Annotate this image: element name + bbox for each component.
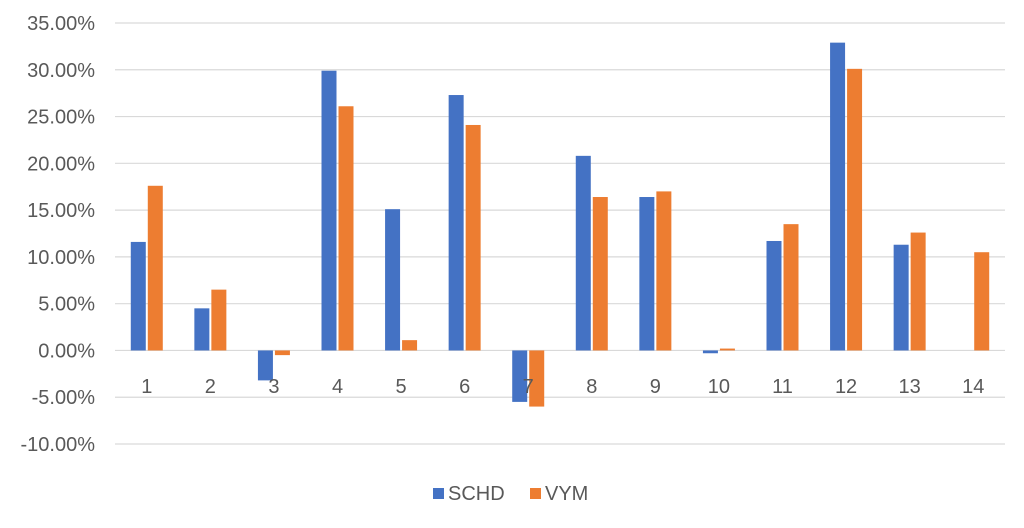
bar-vym-6 <box>465 124 481 351</box>
x-tick-label: 10 <box>708 376 730 398</box>
y-tick-label: -5.00% <box>32 387 96 409</box>
y-tick-label: 0.00% <box>38 340 95 362</box>
bar-schd-12 <box>830 42 846 351</box>
bar-vym-10 <box>719 348 735 351</box>
bar-vym-8 <box>592 197 608 351</box>
y-tick-label: -10.00% <box>21 434 96 456</box>
bar-vym-3 <box>274 350 290 356</box>
bar-vym-7 <box>529 350 545 407</box>
y-tick-label: 5.00% <box>38 294 95 316</box>
bar-schd-2 <box>194 308 210 351</box>
bar-schd-13 <box>893 244 909 351</box>
x-tick-label: 11 <box>772 376 793 398</box>
legend-swatch-vym <box>530 488 541 499</box>
x-tick-label: 7 <box>523 376 534 398</box>
bar-vym-4 <box>338 106 354 351</box>
bar-vym-5 <box>402 340 418 351</box>
y-tick-label: 15.00% <box>27 200 95 222</box>
legend-label-schd: SCHD <box>448 483 505 505</box>
bar-schd-3 <box>257 350 273 381</box>
bars <box>130 42 990 407</box>
legend-label-vym: VYM <box>545 483 588 505</box>
bar-schd-8 <box>575 155 591 351</box>
legend: SCHD VYM <box>433 483 588 505</box>
bar-schd-5 <box>385 209 401 351</box>
x-tick-label: 6 <box>459 376 470 398</box>
bar-schd-6 <box>448 95 464 351</box>
bar-vym-11 <box>783 224 799 351</box>
x-tick-label: 5 <box>396 376 407 398</box>
y-axis-labels: 35.00% 30.00% 25.00% 20.00% 15.00% 10.00% 5.00… <box>21 13 96 456</box>
y-tick-label: 30.00% <box>27 60 95 82</box>
x-tick-label: 13 <box>899 376 921 398</box>
bar-schd-11 <box>766 240 782 351</box>
bar-vym-14 <box>974 252 990 351</box>
x-tick-label: 14 <box>962 376 984 398</box>
y-tick-label: 20.00% <box>27 153 95 175</box>
x-tick-label: 12 <box>835 376 857 398</box>
bar-vym-2 <box>211 289 227 351</box>
x-tick-label: 4 <box>332 376 343 398</box>
legend-swatch-schd <box>433 488 444 499</box>
x-tick-label: 1 <box>141 376 152 398</box>
x-tick-label: 3 <box>268 376 279 398</box>
y-tick-label: 10.00% <box>27 247 95 269</box>
bar-schd-10 <box>702 350 718 354</box>
y-tick-label: 25.00% <box>27 107 95 129</box>
bar-schd-4 <box>321 70 337 351</box>
x-tick-label: 2 <box>205 376 216 398</box>
bar-vym-9 <box>656 191 672 351</box>
bar-vym-1 <box>147 185 163 351</box>
bar-schd-1 <box>130 241 146 351</box>
bar-vym-13 <box>910 232 926 351</box>
gridlines <box>115 22 1005 445</box>
bar-vym-12 <box>847 68 863 351</box>
x-tick-label: 8 <box>586 376 597 398</box>
y-tick-label: 35.00% <box>27 13 95 35</box>
x-axis-labels: 1 2 3 4 5 6 7 8 9 10 11 12 13 14 <box>141 376 984 398</box>
bar-schd-7 <box>512 350 528 402</box>
bar-schd-9 <box>639 197 655 351</box>
x-tick-label: 9 <box>650 376 661 398</box>
